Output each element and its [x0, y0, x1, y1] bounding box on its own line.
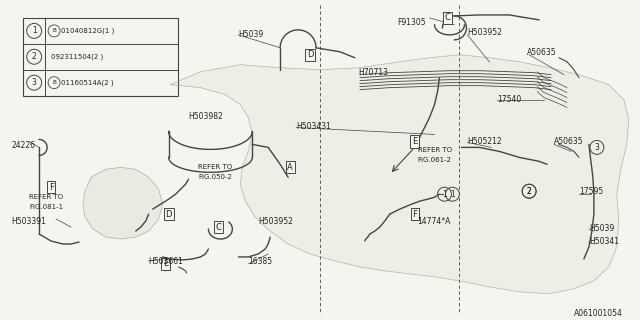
Text: H503952: H503952: [259, 217, 293, 226]
Text: H505212: H505212: [467, 137, 502, 147]
Text: C: C: [445, 13, 451, 22]
Text: 1: 1: [450, 190, 455, 199]
Text: H503431: H503431: [296, 122, 331, 131]
Text: H5039: H5039: [589, 224, 614, 233]
Bar: [23, 18, 177, 96]
Text: D: D: [165, 210, 172, 219]
Text: D: D: [307, 50, 314, 59]
Text: 092311504(2 ): 092311504(2 ): [51, 53, 103, 60]
Text: REFER TO: REFER TO: [29, 194, 63, 200]
Text: B: B: [52, 28, 56, 33]
Text: H503982: H503982: [189, 112, 223, 121]
Text: H70713: H70713: [358, 68, 388, 77]
Text: FIG.081-1: FIG.081-1: [29, 204, 63, 210]
Text: 14774*A: 14774*A: [418, 217, 451, 226]
Text: E: E: [163, 260, 168, 268]
Text: 01040812G(1 ): 01040812G(1 ): [61, 28, 115, 34]
Text: A061001054: A061001054: [574, 309, 623, 318]
Text: A: A: [287, 163, 293, 172]
Text: 2: 2: [32, 52, 36, 61]
Text: 24226: 24226: [12, 141, 35, 150]
Text: 1: 1: [32, 26, 36, 36]
Polygon shape: [83, 167, 163, 239]
Text: 17540: 17540: [497, 95, 522, 104]
Text: H50341: H50341: [589, 237, 619, 246]
Text: A50635: A50635: [554, 137, 584, 147]
Text: H503952: H503952: [467, 28, 502, 37]
Text: REFER TO: REFER TO: [198, 164, 232, 170]
Text: 2: 2: [527, 187, 532, 196]
Text: A50635: A50635: [527, 48, 557, 57]
Text: 3: 3: [595, 143, 599, 152]
Text: 01160514A(2 ): 01160514A(2 ): [61, 79, 114, 86]
Text: 1: 1: [442, 190, 447, 199]
Text: H503391: H503391: [12, 217, 46, 226]
Polygon shape: [171, 55, 628, 294]
Text: 16385: 16385: [248, 257, 273, 266]
Text: H5039: H5039: [238, 30, 264, 39]
Text: 3: 3: [32, 78, 36, 87]
Text: 17595: 17595: [579, 187, 603, 196]
Text: F91305: F91305: [397, 18, 426, 27]
Text: C: C: [216, 223, 221, 232]
Text: REFER TO: REFER TO: [418, 148, 452, 153]
Text: 2: 2: [527, 187, 532, 196]
Text: FIG.050-2: FIG.050-2: [198, 174, 232, 180]
Text: B: B: [52, 80, 56, 85]
Text: H503661: H503661: [148, 257, 184, 266]
Text: F: F: [412, 210, 417, 219]
Text: FIG.061-2: FIG.061-2: [418, 157, 452, 163]
Text: F: F: [49, 183, 54, 192]
Text: E: E: [412, 137, 417, 146]
